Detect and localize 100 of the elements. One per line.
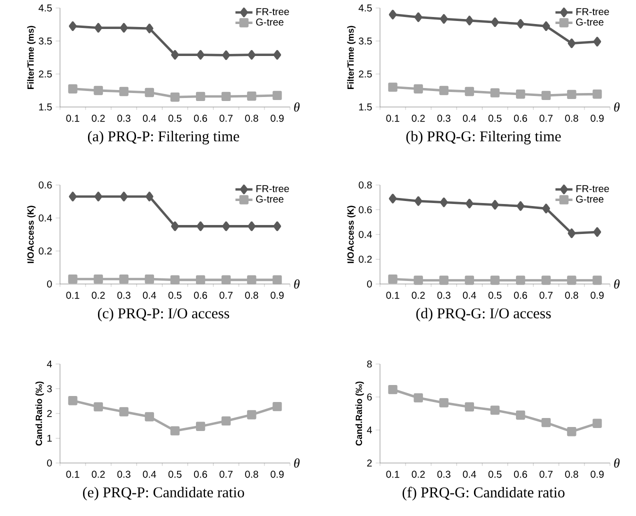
point <box>171 50 179 60</box>
x-tick-label: 0.1 <box>66 114 80 122</box>
point <box>119 86 128 96</box>
point <box>516 201 524 211</box>
point <box>593 227 602 237</box>
x-tick-label: 0.3 <box>117 470 130 478</box>
x-axis-title: θ <box>614 458 620 468</box>
point <box>592 418 602 428</box>
y-tick-label: 1.5 <box>359 104 372 110</box>
point <box>388 384 398 394</box>
y-axis-title: FilterTime (ms) <box>347 26 356 89</box>
x-tick-label: 0.2 <box>412 470 425 478</box>
y-tick-label: 6 <box>367 393 372 401</box>
x-tick-label: 0.3 <box>437 114 450 122</box>
text: (b) PRQ-G: Filtering time <box>406 130 561 144</box>
point <box>68 84 78 94</box>
point <box>491 17 499 27</box>
y-tick-label: 2.5 <box>358 70 372 78</box>
point <box>466 198 474 208</box>
x-tick-label: 0.2 <box>412 292 425 299</box>
y-tick-label: 0.4 <box>358 230 372 238</box>
y-tick-label: 0 <box>47 459 52 467</box>
y-axis-title: Cand.Ratio (‰) <box>355 382 364 446</box>
point <box>491 200 499 210</box>
x-tick-label: 0.4 <box>462 292 476 299</box>
x-tick-label: 0.5 <box>168 292 182 299</box>
legend-label: FR-tree <box>576 185 609 192</box>
y-tick-label: 0.2 <box>38 247 52 255</box>
point <box>592 90 602 99</box>
x-tick-label: 0.8 <box>565 114 578 122</box>
x-tick-label: 0.2 <box>92 292 105 299</box>
y-tick-label: 0.4 <box>38 214 52 222</box>
x-tick-label: 0.9 <box>270 470 284 478</box>
x-tick-label: 0.5 <box>168 114 182 122</box>
x-tick-label: 0.3 <box>437 470 450 478</box>
point <box>567 90 576 100</box>
point <box>568 228 576 238</box>
point <box>567 427 576 436</box>
y-tick-label: 4 <box>46 360 52 368</box>
legend-label: G-tree <box>256 196 284 203</box>
point <box>414 12 422 22</box>
point <box>144 412 154 422</box>
y-axis-title: FilterTime (ms) <box>27 26 36 89</box>
point <box>222 92 231 102</box>
point <box>119 407 128 416</box>
y-tick-label: 4 <box>366 426 372 434</box>
point <box>248 50 256 60</box>
point <box>196 275 206 284</box>
point <box>94 192 102 202</box>
point <box>247 410 256 420</box>
point <box>94 22 102 33</box>
point <box>222 221 230 232</box>
point <box>440 14 448 24</box>
y-tick-label: 4.5 <box>358 4 372 12</box>
point <box>222 50 230 60</box>
point <box>222 416 231 426</box>
y-tick-label: 2.5 <box>38 70 52 78</box>
x-tick-label: 0.8 <box>245 470 258 478</box>
point <box>439 276 448 285</box>
point <box>388 82 398 92</box>
point <box>120 192 128 202</box>
x-tick-label: 0.4 <box>142 470 156 478</box>
point <box>144 88 154 98</box>
legend-label: G-tree <box>256 18 284 26</box>
point <box>388 194 397 204</box>
x-tick-label: 0.9 <box>270 114 284 122</box>
x-tick-label: 0.2 <box>92 114 105 122</box>
point <box>568 38 576 48</box>
x-tick-label: 0.6 <box>514 470 528 478</box>
x-tick-label: 0.9 <box>590 470 604 478</box>
y-tick-label: 1 <box>47 434 52 442</box>
x-tick-label: 0.8 <box>245 114 258 122</box>
point <box>196 221 204 232</box>
point <box>490 406 500 415</box>
x-tick-label: 0.4 <box>462 470 476 478</box>
legend-label: G-tree <box>576 196 604 203</box>
point <box>567 276 576 285</box>
point <box>414 393 423 402</box>
y-tick-label: 0.2 <box>358 256 372 263</box>
x-axis-title: θ <box>614 102 620 112</box>
x-tick-label: 0.3 <box>117 292 130 299</box>
point <box>516 410 526 420</box>
x-tick-label: 0.8 <box>565 470 578 478</box>
point <box>272 275 282 284</box>
legend-label: FR-tree <box>256 8 289 16</box>
x-tick-label: 0.6 <box>194 292 208 299</box>
x-tick-label: 0.7 <box>540 292 553 299</box>
y-tick-label: 0.6 <box>38 181 52 189</box>
point <box>68 192 77 202</box>
point <box>68 396 78 406</box>
point <box>170 92 180 102</box>
x-axis-title: θ <box>294 458 300 468</box>
point <box>464 402 474 412</box>
point <box>439 398 448 408</box>
point <box>516 276 526 285</box>
x-tick-label: 0.8 <box>245 292 258 299</box>
text: (e) PRQ-P: Candidate ratio <box>83 486 244 500</box>
y-tick-label: 0.6 <box>358 206 372 214</box>
x-tick-label: 0.8 <box>565 292 578 299</box>
x-tick-label: 0.1 <box>386 470 400 478</box>
